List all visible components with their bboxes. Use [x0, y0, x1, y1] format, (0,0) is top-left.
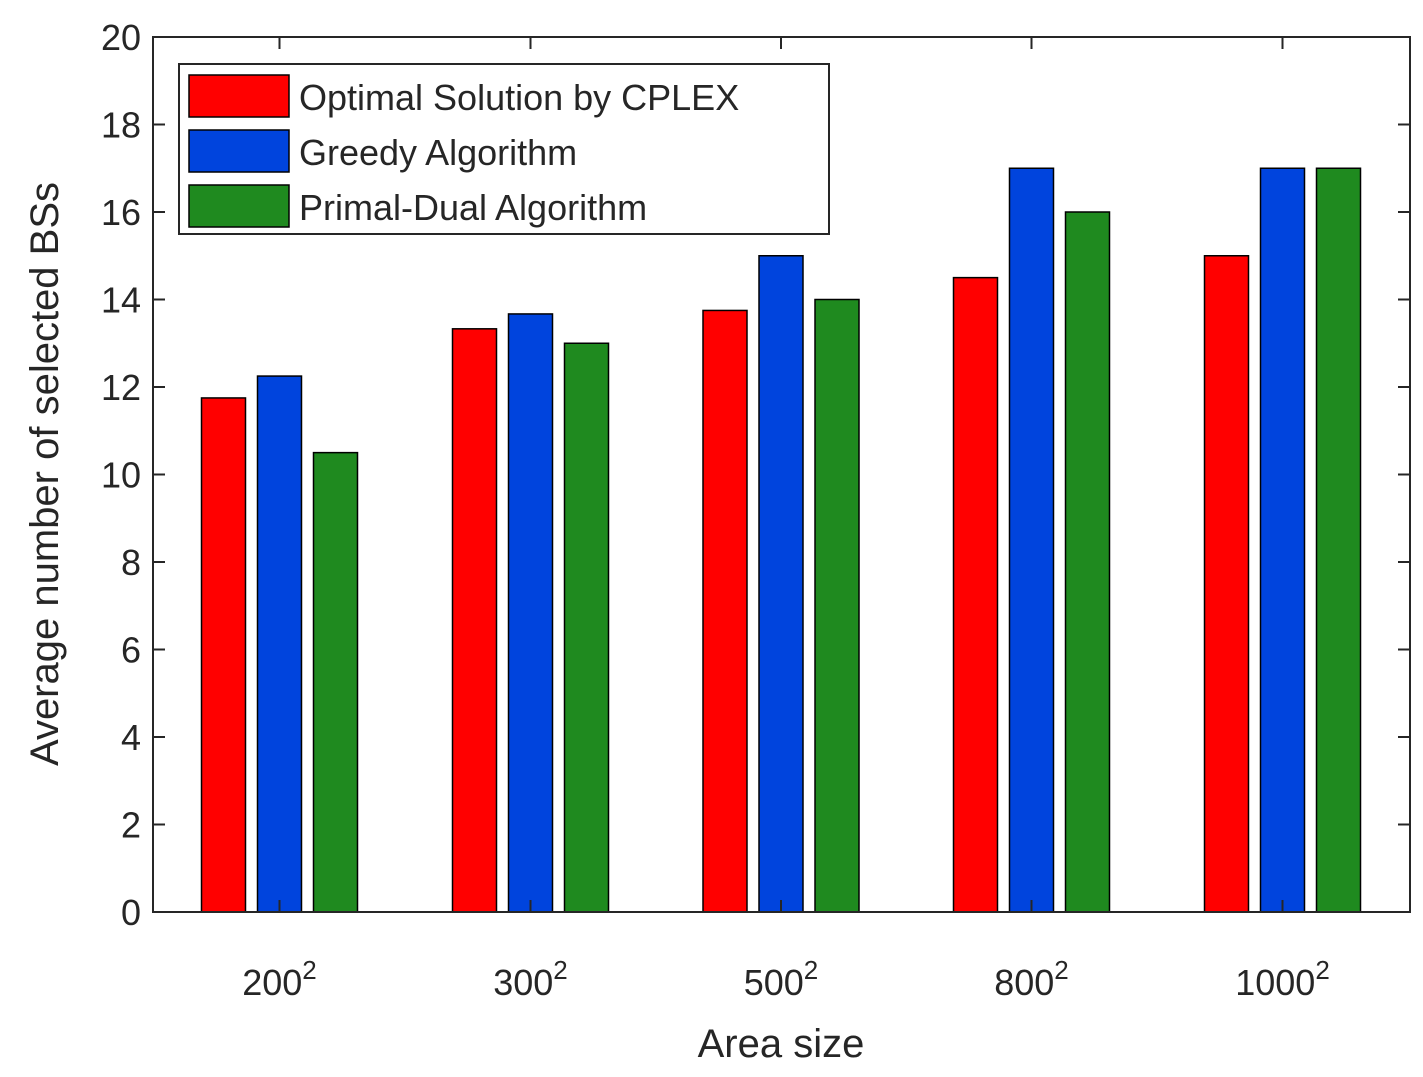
bar-optimal-500 [702, 309, 748, 913]
y-tick-label-2: 2 [121, 805, 141, 846]
bar-greedy-500 [758, 255, 804, 913]
legend: Optimal Solution by CPLEX Greedy Algorit… [178, 63, 830, 235]
y-axis-label: Average number of selected BSs [23, 182, 67, 766]
bar-primal-dual-300 [563, 342, 610, 913]
legend-swatch-primal-dual [188, 184, 290, 228]
bar-primal-dual-500 [814, 298, 860, 913]
bar-optimal-1000 [1203, 255, 1250, 913]
bar-optimal-200 [200, 397, 247, 913]
legend-label-greedy: Greedy Algorithm [299, 132, 577, 173]
bar-primal-dual-1000 [1315, 167, 1362, 913]
legend-label-optimal: Optimal Solution by CPLEX [299, 77, 739, 118]
x-tick-label-800: 8002 [994, 955, 1069, 1003]
bar-greedy-800 [1008, 167, 1055, 913]
x-tick-label-1000: 10002 [1235, 955, 1330, 1003]
legend-swatch-greedy [188, 129, 290, 173]
bar-primal-dual-800 [1064, 211, 1111, 913]
bar-optimal-800 [952, 276, 999, 913]
bar-greedy-200 [256, 375, 303, 913]
x-axis-ticks: 2002 3002 5002 8002 10002 [242, 37, 1330, 1003]
plot-frame [152, 36, 1411, 913]
y-tick-label-6: 6 [121, 630, 141, 671]
x-tick-label-300: 3002 [493, 955, 568, 1003]
y-tick-label-16: 16 [101, 192, 141, 233]
y-tick-label-14: 14 [101, 280, 141, 321]
bars-group [200, 167, 1362, 913]
y-tick-label-0: 0 [121, 892, 141, 933]
x-axis-label: Area size [698, 1022, 865, 1066]
bar-greedy-1000 [1259, 167, 1306, 913]
y-tick-label-12: 12 [101, 367, 141, 408]
legend-swatch-optimal [188, 74, 290, 118]
bar-greedy-300 [507, 313, 554, 913]
x-tick-label-500: 5002 [744, 955, 819, 1003]
x-tick-label-200: 2002 [242, 955, 317, 1003]
y-tick-label-4: 4 [121, 717, 141, 758]
bar-optimal-300 [451, 328, 498, 913]
y-tick-label-8: 8 [121, 542, 141, 583]
y-tick-label-20: 20 [101, 17, 141, 58]
y-tick-label-10: 10 [101, 455, 141, 496]
y-tick-label-18: 18 [101, 105, 141, 146]
legend-label-primal-dual: Primal-Dual Algorithm [299, 187, 647, 228]
y-axis-ticks: 0 2 4 6 8 10 12 14 16 18 20 [101, 17, 1410, 933]
bar-primal-dual-200 [312, 451, 359, 913]
